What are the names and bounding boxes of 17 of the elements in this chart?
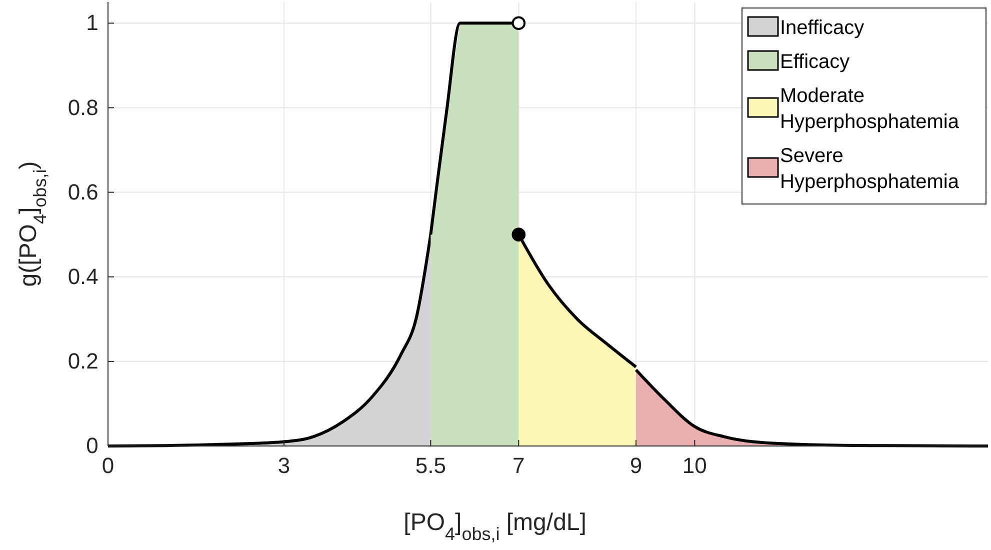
x-tick-label: 5.5 [415, 453, 446, 478]
x-axis-title: [PO$_{4}$]$_{obs,i}$ [mg/dL] [404, 509, 586, 544]
y-tick-label: 0 [86, 433, 98, 458]
y-tick-label: 0.4 [68, 264, 98, 289]
y-tick-label: 1 [86, 10, 98, 36]
x-tick-label: 7 [512, 453, 525, 478]
y-tick-label: 0.8 [68, 94, 98, 120]
legend-label: Severe Hyperphosphatemia [780, 145, 960, 193]
x-tick-label: 9 [630, 453, 642, 478]
legend-label: Efficacy [780, 51, 850, 73]
y-tick-label: 0.6 [68, 179, 98, 204]
x-tick-label: 3 [278, 453, 290, 478]
x-tick-label: 0 [102, 453, 114, 478]
x-tick-label: 10 [682, 453, 707, 478]
y-tick-label: 0.2 [68, 348, 98, 374]
legend-label: Moderate Hyperphosphatemia [780, 85, 960, 133]
legend-label: Inefficacy [780, 17, 864, 39]
